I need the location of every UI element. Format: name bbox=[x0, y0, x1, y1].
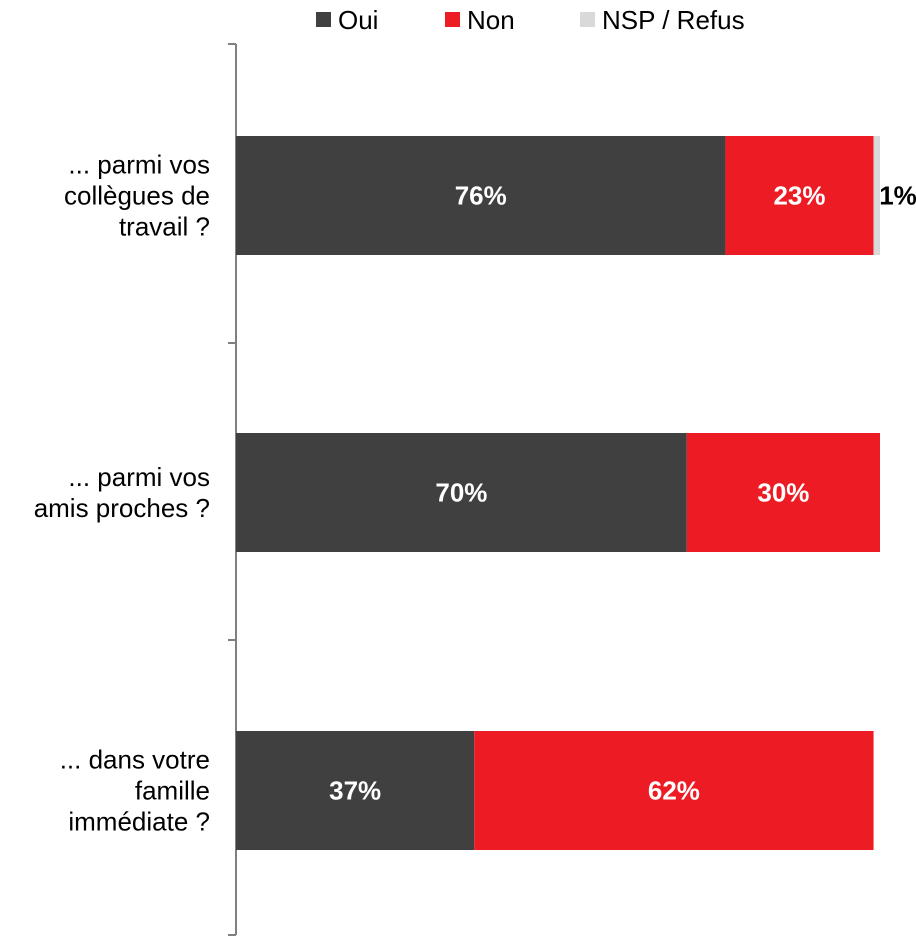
data-label-2-1: 62% bbox=[648, 776, 700, 806]
category-label-2-0: ... dans votre bbox=[60, 745, 210, 775]
category-label-2-1: famille bbox=[135, 776, 210, 806]
legend-label-2: NSP / Refus bbox=[602, 5, 745, 35]
legend-swatch-0 bbox=[316, 12, 331, 27]
data-label-0-2: 1% bbox=[879, 181, 916, 211]
legend-label-1: Non bbox=[467, 5, 515, 35]
bar-0-1 bbox=[725, 136, 874, 255]
bar-2-0 bbox=[236, 731, 475, 850]
bar-1-0 bbox=[236, 433, 687, 552]
bar-2-1 bbox=[474, 731, 874, 850]
bar-1-1 bbox=[686, 433, 880, 552]
category-label-1-0: ... parmi vos bbox=[68, 462, 210, 492]
data-label-1-0: 70% bbox=[435, 478, 487, 508]
category-label-2-2: immédiate ? bbox=[68, 807, 210, 837]
legend: Oui Non NSP / Refus bbox=[316, 5, 745, 35]
bar-0-2 bbox=[873, 136, 880, 255]
category-label-0-0: ... parmi vos bbox=[68, 150, 210, 180]
category-label-0-1: collègues de bbox=[64, 181, 210, 211]
category-label-0-2: travail ? bbox=[119, 212, 210, 242]
legend-label-0: Oui bbox=[338, 5, 378, 35]
category-axis bbox=[228, 43, 237, 936]
data-label-0-1: 23% bbox=[773, 181, 825, 211]
legend-swatch-1 bbox=[445, 12, 460, 27]
data-label-0-0: 76% bbox=[455, 181, 507, 211]
legend-swatch-2 bbox=[580, 12, 595, 27]
data-label-1-1: 30% bbox=[757, 478, 809, 508]
bars: 76% 23% 1% 70% 30% 37% 62% bbox=[236, 136, 916, 850]
bar-0-0 bbox=[236, 136, 726, 255]
data-label-2-0: 37% bbox=[329, 776, 381, 806]
category-label-1-1: amis proches ? bbox=[34, 493, 210, 523]
